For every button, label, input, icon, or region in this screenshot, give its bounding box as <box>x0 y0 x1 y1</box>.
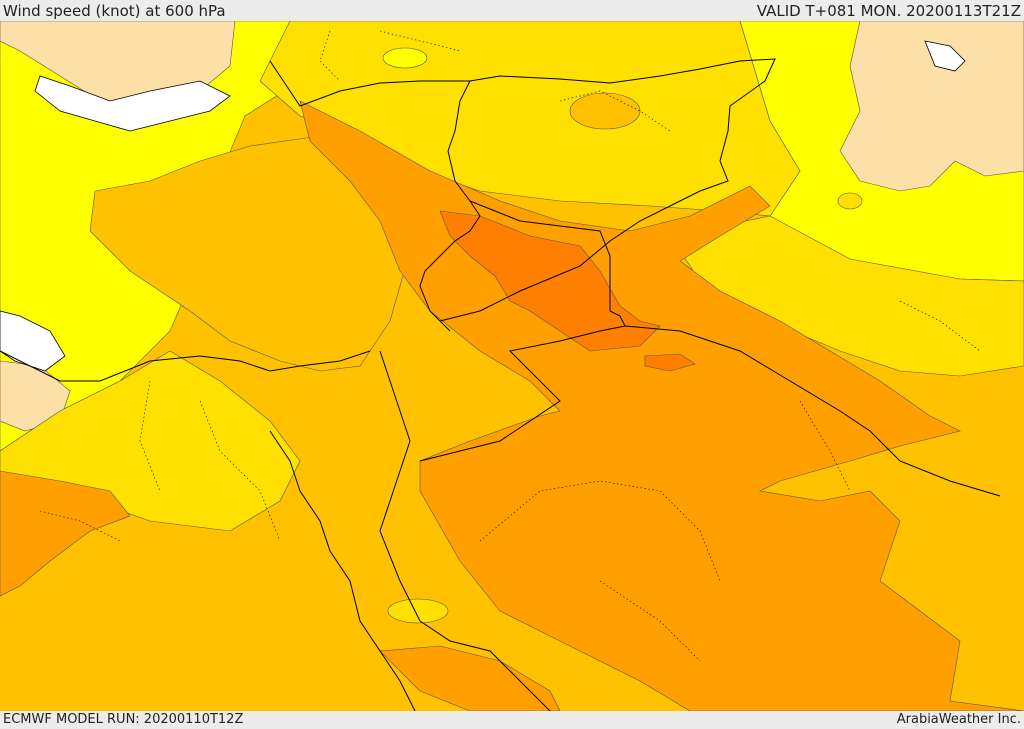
header-bar <box>0 0 1024 21</box>
wind-speed-map <box>0 21 1024 711</box>
zone-amber-med <box>89 135 411 372</box>
zone-orange-sw <box>0 470 131 597</box>
blob-gold-2 <box>569 92 641 130</box>
blob-gold-4 <box>837 192 863 210</box>
model-run: ECMWF MODEL RUN: 20200110T12Z <box>3 712 244 727</box>
internal-borders <box>39 30 981 662</box>
zone-light-ne <box>839 21 1024 192</box>
blob-gold-3 <box>382 47 428 69</box>
sea-black-sea-area <box>34 75 231 132</box>
zone-deep-orange <box>439 210 661 352</box>
chart-title: Wind speed (knot) at 600 hPa <box>3 2 226 20</box>
country-boundaries <box>0 58 1001 711</box>
blob-gold-1 <box>387 598 449 624</box>
footer-bar <box>0 711 1024 729</box>
sea-caspian-patch <box>924 40 966 72</box>
zone-orange-south <box>379 645 561 711</box>
credit-text: ArabiaWeather Inc. <box>896 712 1021 727</box>
valid-time: VALID T+081 MON. 20200113T21Z <box>756 2 1021 20</box>
zone-deep-orange-2 <box>644 353 696 372</box>
